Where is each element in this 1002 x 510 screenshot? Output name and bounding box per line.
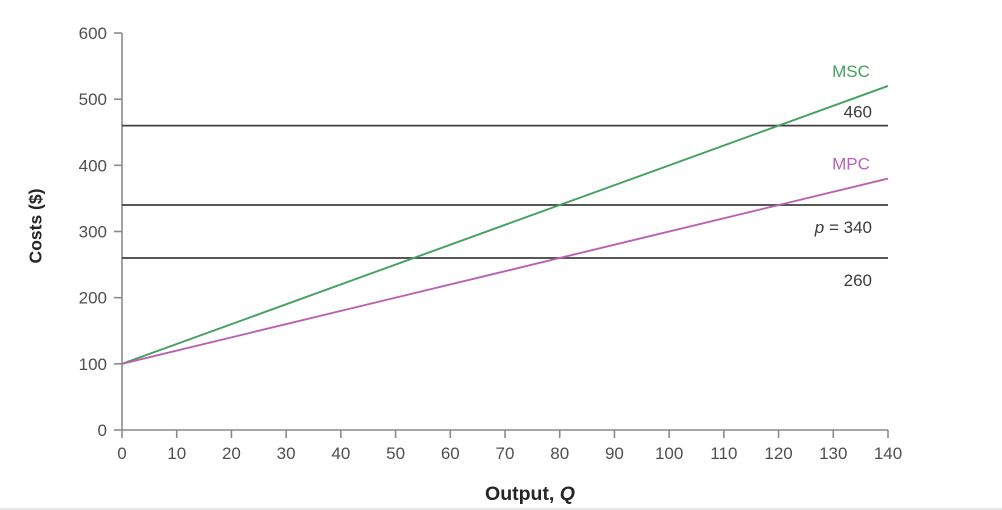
x-tick-label: 130 (819, 444, 847, 463)
x-tick-label: 30 (277, 444, 296, 463)
x-tick-label: 10 (167, 444, 186, 463)
reference-label-260: 260 (844, 271, 872, 290)
reference-label-460: 460 (844, 103, 872, 122)
y-tick-label: 400 (79, 156, 107, 175)
y-tick-label: 300 (79, 223, 107, 242)
x-tick-label: 20 (222, 444, 241, 463)
x-tick-label: 70 (496, 444, 515, 463)
x-axis-title: Output, Q (485, 483, 575, 506)
reference-label-340: p = 340 (814, 218, 872, 237)
x-tick-label: 80 (550, 444, 569, 463)
y-tick-label: 0 (98, 421, 107, 440)
x-tick-label: 60 (441, 444, 460, 463)
figure-bottom-edge (0, 508, 1002, 510)
y-tick-label: 500 (79, 90, 107, 109)
mpc-label: MPC (832, 155, 870, 174)
y-tick-label: 200 (79, 289, 107, 308)
msc-label: MSC (832, 62, 870, 81)
x-tick-label: 140 (874, 444, 902, 463)
msc-line (121, 85, 889, 365)
y-axis-title-text: Costs ($) (25, 188, 46, 264)
x-tick-label: 100 (655, 444, 683, 463)
y-tick-label: 600 (79, 24, 107, 43)
x-axis-title-text: Output, (485, 483, 560, 505)
x-tick-label: 110 (710, 444, 737, 463)
mpc-line (121, 177, 889, 365)
x-axis-title-variable: Q (559, 483, 575, 505)
y-tick-label: 100 (79, 355, 107, 374)
y-axis-title: Costs ($) (26, 189, 47, 264)
x-tick-label: 120 (764, 444, 792, 463)
x-tick-label: 0 (117, 444, 126, 463)
x-tick-label: 50 (386, 444, 405, 463)
x-tick-label: 90 (605, 444, 624, 463)
x-tick-label: 40 (331, 444, 350, 463)
